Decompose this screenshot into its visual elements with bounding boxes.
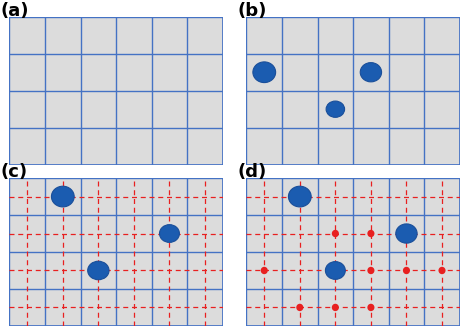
Ellipse shape — [51, 186, 74, 207]
Ellipse shape — [159, 225, 179, 242]
Ellipse shape — [367, 230, 374, 237]
Ellipse shape — [367, 304, 374, 311]
Ellipse shape — [396, 224, 417, 243]
Ellipse shape — [261, 267, 268, 274]
Ellipse shape — [332, 304, 339, 311]
Ellipse shape — [288, 186, 311, 207]
Ellipse shape — [360, 62, 382, 82]
Ellipse shape — [326, 101, 345, 117]
Ellipse shape — [296, 304, 303, 311]
Ellipse shape — [403, 267, 410, 274]
Text: (d): (d) — [238, 163, 267, 181]
Ellipse shape — [88, 261, 109, 280]
Text: (b): (b) — [238, 2, 267, 20]
Ellipse shape — [438, 267, 446, 274]
Ellipse shape — [253, 62, 275, 83]
Ellipse shape — [332, 230, 339, 237]
Ellipse shape — [367, 267, 374, 274]
Text: (c): (c) — [1, 163, 28, 181]
Text: (a): (a) — [1, 2, 29, 20]
Ellipse shape — [325, 262, 345, 279]
